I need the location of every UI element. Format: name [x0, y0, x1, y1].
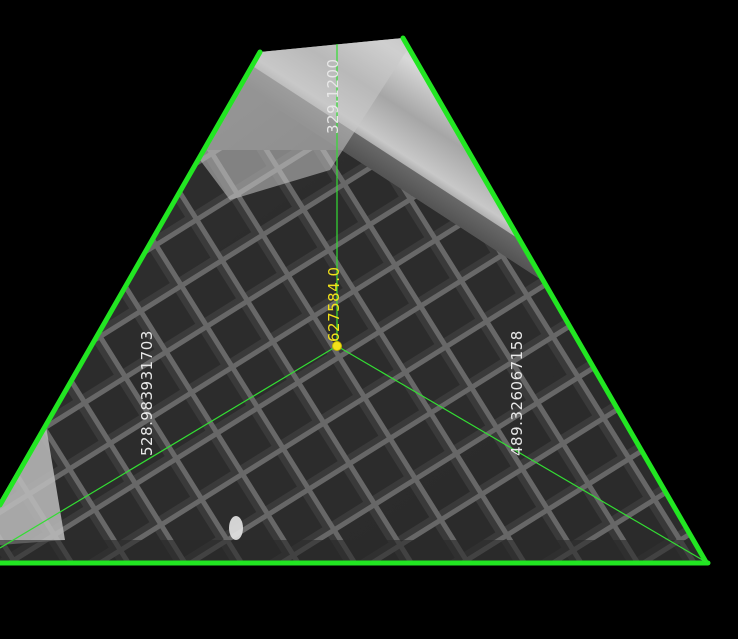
center-point-marker[interactable]: [332, 341, 342, 351]
top-distance-label: 329.1200: [324, 58, 342, 134]
left-distance-label: 528.983931703: [138, 330, 156, 456]
measure-line-left: [0, 345, 338, 549]
frustum-left-edge: [0, 49, 263, 508]
frustum-outline: [0, 35, 711, 566]
measurement-lines: [0, 44, 707, 563]
measure-line-right: [336, 345, 707, 563]
center-value-label: 627584.0: [325, 266, 343, 342]
right-distance-label: 489.326067158: [508, 330, 526, 456]
frustum-right-edge: [400, 35, 709, 565]
